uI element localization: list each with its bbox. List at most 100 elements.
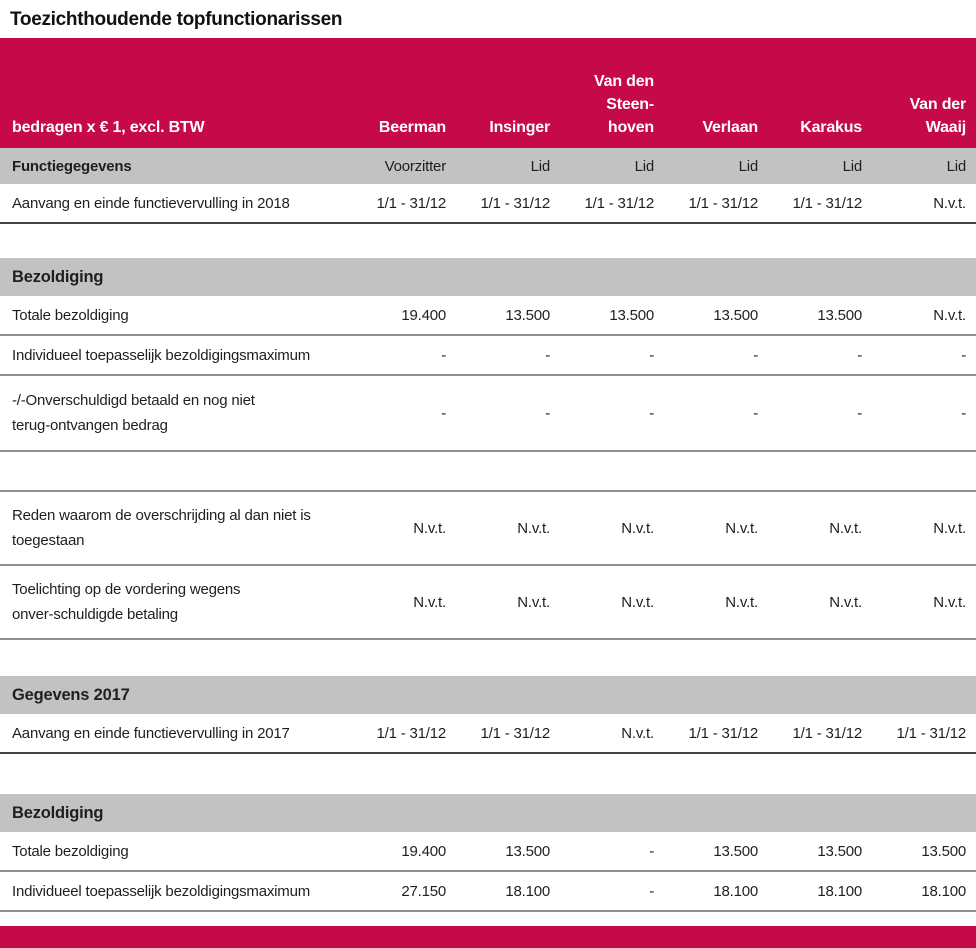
footer-gap [0,912,976,926]
cell-value: 1/1 - 31/12 [352,714,456,754]
section-row-bezoldiging-2018: Bezoldiging [0,258,976,296]
cell-value: N.v.t. [560,714,664,754]
row-aanvang-2018: Aanvang en einde functievervulling in 20… [0,184,976,224]
cell-value: N.v.t. [456,491,560,566]
cell-value: N.v.t. [456,565,560,640]
row-reden-overschrijding: Reden waarom de overschrijding al dan ni… [0,491,976,566]
cell-value: 18.100 [456,871,560,912]
section-row-gegevens-2017: Gegevens 2017 [0,676,976,714]
cell-value: 1/1 - 31/12 [456,714,560,754]
cell-value: 13.500 [664,296,768,336]
row-label: Aanvang en einde functievervulling in 20… [0,184,352,224]
cell-value: N.v.t. [768,565,872,640]
row-bezoldigingsmaximum-2018: Individueel toepasselijk bezoldigingsmax… [0,335,976,376]
cell-functie-waaij: Lid [872,148,976,184]
footer-accent-bar [0,926,976,948]
cell-value: 1/1 - 31/12 [456,184,560,224]
cell-value: 1/1 - 31/12 [560,184,664,224]
col-header-van-der-waaij: Van der Waaij [872,38,976,148]
cell-value: 1/1 - 31/12 [664,184,768,224]
cell-value: 1/1 - 31/12 [664,714,768,754]
cell-value: - [560,832,664,872]
cell-value: 13.500 [456,832,560,872]
col-header-van-den-steenhoven: Van den Steen- hoven [560,38,664,148]
section-label-bezoldiging-2017: Bezoldiging [0,794,976,832]
row-label: Reden waarom de overschrijding al dan ni… [0,491,352,566]
section-label-functiegegevens: Functiegegevens [0,148,352,184]
unit-label: bedragen x € 1, excl. BTW [0,38,352,148]
wnt-table: bedragen x € 1, excl. BTW Beerman Insing… [0,38,976,912]
row-label: Aanvang en einde functievervulling in 20… [0,714,352,754]
row-onverschuldigd-betaald: -/-Onverschuldigd betaald en nog niet te… [0,375,976,452]
col-header-beerman: Beerman [352,38,456,148]
row-toelichting-vordering: Toelichting op de vordering wegens onver… [0,565,976,640]
row-label: Individueel toepasselijk bezoldigingsmax… [0,871,352,912]
cell-value: - [768,375,872,452]
cell-value: - [664,375,768,452]
cell-value: 18.100 [768,871,872,912]
cell-value: 1/1 - 31/12 [872,714,976,754]
cell-value: - [768,335,872,376]
cell-value: 13.500 [664,832,768,872]
row-label: Totale bezoldiging [0,832,352,872]
col-header-verlaan: Verlaan [664,38,768,148]
cell-value: 1/1 - 31/12 [352,184,456,224]
col-header-insinger: Insinger [456,38,560,148]
col-header-karakus: Karakus [768,38,872,148]
cell-value: N.v.t. [768,491,872,566]
row-aanvang-2017: Aanvang en einde functievervulling in 20… [0,714,976,754]
spacer-row [0,223,976,258]
section-row-functiegegevens: Functiegegevens Voorzitter Lid Lid Lid L… [0,148,976,184]
row-label: -/-Onverschuldigd betaald en nog niet te… [0,375,352,452]
cell-functie-insinger: Lid [456,148,560,184]
cell-value: N.v.t. [872,184,976,224]
report-page: Toezichthoudende topfunctionarissen bedr… [0,9,976,948]
row-label: Toelichting op de vordering wegens onver… [0,565,352,640]
cell-value: - [560,871,664,912]
cell-value: 13.500 [560,296,664,336]
cell-value: 19.400 [352,296,456,336]
cell-value: 18.100 [872,871,976,912]
cell-value: 13.500 [768,296,872,336]
section-label-bezoldiging: Bezoldiging [0,258,976,296]
cell-value: N.v.t. [872,491,976,566]
cell-value: - [352,375,456,452]
cell-value: - [872,375,976,452]
cell-value: 1/1 - 31/12 [768,714,872,754]
row-bezoldigingsmaximum-2017: Individueel toepasselijk bezoldigingsmax… [0,871,976,912]
spacer-row-bordered [0,451,976,492]
cell-value: - [352,335,456,376]
cell-value: - [560,335,664,376]
cell-value: 27.150 [352,871,456,912]
cell-value: 13.500 [768,832,872,872]
section-row-bezoldiging-2017: Bezoldiging [0,794,976,832]
cell-value: N.v.t. [560,565,664,640]
cell-value: N.v.t. [352,565,456,640]
cell-value: - [560,375,664,452]
section-label-gegevens-2017: Gegevens 2017 [0,676,976,714]
cell-value: N.v.t. [664,565,768,640]
row-label: Individueel toepasselijk bezoldigingsmax… [0,335,352,376]
row-totale-bezoldiging-2017: Totale bezoldiging 19.400 13.500 - 13.50… [0,832,976,872]
cell-value: 18.100 [664,871,768,912]
cell-value: N.v.t. [872,565,976,640]
cell-value: 19.400 [352,832,456,872]
cell-value: N.v.t. [560,491,664,566]
cell-value: N.v.t. [872,296,976,336]
page-title: Toezichthoudende topfunctionarissen [10,9,343,30]
cell-functie-beerman: Voorzitter [352,148,456,184]
row-label: Totale bezoldiging [0,296,352,336]
cell-value: 13.500 [872,832,976,872]
cell-value: - [872,335,976,376]
spacer-row [0,753,976,794]
cell-value: 13.500 [456,296,560,336]
cell-value: - [456,375,560,452]
cell-value: N.v.t. [352,491,456,566]
cell-value: 1/1 - 31/12 [768,184,872,224]
row-totale-bezoldiging-2018: Totale bezoldiging 19.400 13.500 13.500 … [0,296,976,336]
cell-functie-steenhoven: Lid [560,148,664,184]
spacer-row [0,639,976,676]
cell-functie-verlaan: Lid [664,148,768,184]
cell-value: N.v.t. [664,491,768,566]
cell-value: - [456,335,560,376]
